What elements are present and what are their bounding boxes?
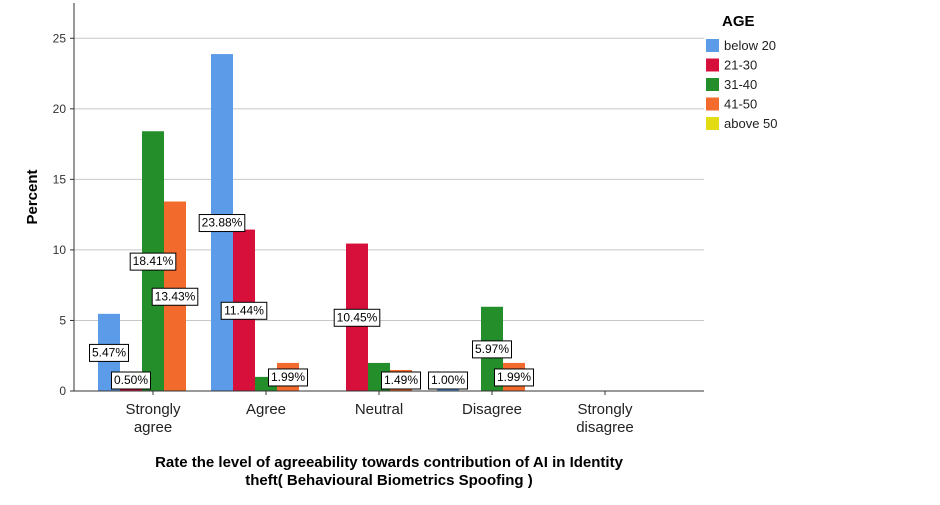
- data-label-box: [111, 371, 151, 390]
- x-category-label: agree: [134, 419, 172, 436]
- data-label: 23.88%: [198, 214, 246, 233]
- y-tick-label: 15: [53, 172, 67, 186]
- data-label-text: 5.97%: [475, 342, 509, 356]
- x-axis-title: Rate the level of agreeability towards c…: [155, 454, 623, 489]
- x-category-label: disagree: [576, 419, 634, 436]
- x-category-label: Strongly: [577, 401, 633, 418]
- data-label: 1.99%: [268, 368, 308, 387]
- data-labels: 5.47% 0.50% 18.41% 13.43% 23.88% 11.44% 1.99% 1…: [89, 214, 534, 390]
- legend-swatch: [706, 117, 719, 130]
- bars: [98, 54, 525, 391]
- legend-swatch: [706, 97, 719, 111]
- y-tick-label: 10: [53, 243, 67, 257]
- legend-label: below 20: [724, 38, 776, 53]
- data-label-box: [494, 368, 534, 387]
- data-label-text: 11.44%: [224, 303, 264, 317]
- data-label-box: [472, 340, 512, 359]
- data-label-text: 1.00%: [431, 373, 465, 387]
- data-label: 1.99%: [494, 368, 534, 387]
- data-label-box: [129, 252, 177, 271]
- data-label-text: 5.47%: [92, 345, 126, 359]
- data-label-box: [333, 308, 381, 327]
- data-label-box: [89, 343, 129, 362]
- y-tick-label: 5: [59, 313, 66, 327]
- x-category-label: Disagree: [462, 401, 522, 418]
- data-label: 1.00%: [428, 371, 468, 390]
- data-label-text: 13.43%: [155, 289, 196, 303]
- data-label: 11.44%: [220, 301, 268, 320]
- x-axis-title-line: theft( Behavioural Biometrics Spoofing ): [245, 472, 533, 489]
- data-label-text: 10.45%: [337, 310, 378, 324]
- legend-label: above 50: [724, 116, 778, 131]
- legend-label: 31-40: [724, 77, 757, 92]
- data-label: 5.97%: [472, 340, 512, 359]
- data-label-box: [381, 371, 421, 390]
- data-label: 18.41%: [129, 252, 177, 271]
- x-category-label: Strongly: [125, 401, 181, 418]
- data-label: 0.50%: [111, 371, 151, 390]
- data-label: 1.49%: [381, 371, 421, 390]
- data-label-text: 23.88%: [202, 216, 243, 230]
- data-label-box: [220, 301, 268, 320]
- data-label-box: [198, 214, 246, 233]
- legend-swatch: [706, 78, 719, 91]
- data-label: 13.43%: [151, 287, 199, 306]
- y-tick-label: 20: [53, 102, 67, 116]
- x-axis-title-line: Rate the level of agreeability towards c…: [155, 454, 623, 471]
- data-label-text: 18.41%: [133, 254, 174, 268]
- legend: AGE below 20 21-30 31-40 41-50 above 50: [706, 13, 778, 131]
- x-category-label: Agree: [246, 401, 286, 418]
- y-tick-label: 25: [53, 31, 67, 45]
- y-ticks: 0 5 10 15 20 25: [53, 31, 74, 398]
- x-category-label: Neutral: [355, 401, 403, 418]
- data-label-box: [268, 368, 308, 387]
- data-label-box: [151, 287, 199, 306]
- legend-title: AGE: [722, 13, 755, 30]
- legend-swatch: [706, 39, 719, 52]
- legend-label: 21-30: [724, 58, 757, 73]
- data-label-text: 1.99%: [497, 370, 531, 384]
- data-label-box: [428, 371, 468, 390]
- data-label-text: 1.99%: [271, 370, 305, 384]
- data-label: 5.47%: [89, 343, 129, 362]
- y-axis-title: Percent: [24, 169, 41, 224]
- y-tick-label: 0: [59, 384, 66, 398]
- data-label-text: 0.50%: [114, 373, 148, 387]
- data-label: 10.45%: [333, 308, 381, 327]
- axes: [73, 3, 704, 392]
- legend-swatch: [706, 58, 719, 72]
- legend-label: 41-50: [724, 97, 757, 112]
- data-label-text: 1.49%: [384, 373, 418, 387]
